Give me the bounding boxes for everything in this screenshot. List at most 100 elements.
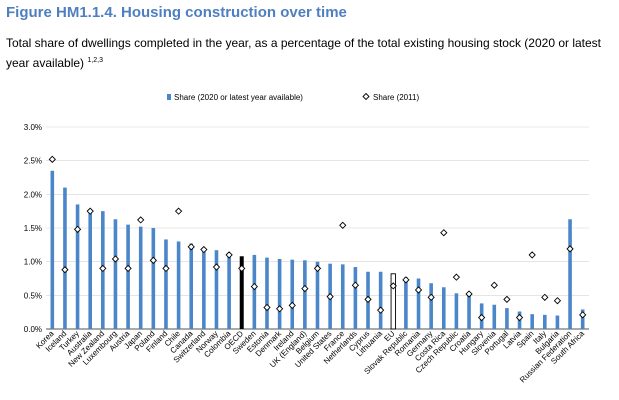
bar-italy [543,314,547,329]
marker-2011-spain [528,251,536,259]
bar-sweden [252,254,257,329]
marker-2011-austria [124,264,132,273]
marker-2011-estonia [263,303,271,312]
y-tick-label: 0.5% [24,291,42,300]
marker-2011-poland [149,256,157,264]
bar-slovenia [492,304,497,329]
marker-2011-slovenia [490,281,498,289]
marker-2011-italy [541,293,549,301]
bar-belgium [315,261,320,329]
bar-korea [50,170,55,329]
y-tick-label: 0.0% [24,325,42,334]
figure-subtitle: Total share of dwellings completed in th… [6,35,611,72]
marker-2011-france [339,221,347,229]
bar-ireland [290,259,295,329]
bar-france [340,264,345,329]
bar-spain [530,314,534,329]
subtitle-notes: 1,2,3 [87,57,103,64]
y-tick-label: 3.0% [24,123,42,132]
marker-2011-canada [187,243,195,251]
bar-czech-republic [454,293,459,329]
y-tick-label: 1.5% [24,224,42,233]
marker-2011-luxembourg [111,255,120,263]
y-tick-label: 2.0% [24,190,42,199]
marker-2011-latvia [515,313,524,322]
bar-estonia [265,257,269,329]
legend-bar-swatch [167,94,171,100]
bar-portugal [505,308,509,329]
bar-oecd [239,256,244,329]
marker-2011-germany [427,293,435,301]
marker-2011-bulgaria [553,297,562,305]
bar-finland [164,239,168,329]
marker-2011-new-zealand [99,264,107,273]
bar-russian-federation [568,219,572,329]
bar-japan [138,226,143,329]
marker-2011-romania [414,286,423,294]
marker-2011-korea [48,155,56,163]
marker-2011-colombia [225,251,233,259]
bar-canada [189,243,194,329]
bar-romania [416,278,421,329]
bar-luxembourg [113,219,118,329]
bar-lithuania [378,271,383,329]
marker-2011-cyprus [364,295,372,304]
marker-2011-belgium [313,264,322,273]
marker-2011-norway [212,263,221,271]
grid-layer: 0.0% 0.5% 1.0% 1.5% 2.0% 2.5% 3.0% [24,123,589,334]
marker-2011-lithuania [377,306,385,314]
marker-2011-australia [86,207,94,215]
marker-2011-hungary [478,313,486,322]
markers-layer [48,155,587,322]
bar-costa-rica [441,287,446,329]
marker-2011-russian-federation [566,245,574,253]
figure-title: Figure HM1.1.4. Housing construction ove… [6,4,347,21]
marker-2011-turkey [73,225,82,233]
y-tick-label: 1.0% [24,258,42,267]
bar-poland [151,228,156,329]
bar-norway [214,250,219,329]
marker-2011-sweden [250,282,258,291]
bar-germany [429,283,433,329]
marker-2011-japan [137,216,145,224]
marker-2011-costa-rica [440,229,448,237]
marker-2011-ireland [288,301,296,310]
bar-australia [88,209,92,329]
marker-2011-netherlands [351,281,360,289]
bar-denmark [277,258,282,329]
bars-layer [50,170,585,330]
marker-2011-czech-republic [452,273,461,281]
marker-2011-iceland [61,266,69,274]
subtitle-text: Total share of dwellings completed in th… [6,36,602,70]
bar-switzerland [202,248,206,329]
legend-marker-label: Share (2011) [373,93,419,102]
bar-uk-england- [303,260,307,329]
bar-chile [176,241,181,329]
marker-2011-portugal [503,295,511,304]
bar-iceland [63,187,67,329]
marker-2011-chile [174,207,183,215]
marker-2011-eu [389,282,397,290]
bar-eu [390,273,396,330]
marker-2011-united-states [326,293,334,301]
y-tick-label: 2.5% [24,157,42,166]
bar-croatia [467,294,471,329]
marker-2011-denmark [275,305,284,313]
legend-marker-swatch [362,92,370,101]
marker-2011-finland [162,264,170,273]
bar-turkey [75,204,80,329]
marker-2011-switzerland [200,245,208,254]
marker-2011-slovak-republic [402,276,410,284]
marker-2011-oecd [238,264,246,273]
marker-2011-uk-england- [301,284,309,293]
legend-bar-label: Share (2020 or latest year available) [174,93,303,102]
bar-colombia [227,252,231,329]
bar-south-africa [580,309,585,329]
legend: Share (2020 or latest year available) Sh… [167,92,419,102]
marker-2011-croatia [465,290,473,298]
marker-2011-south-africa [579,311,587,319]
bar-austria [126,224,130,329]
bar-netherlands [353,267,358,329]
